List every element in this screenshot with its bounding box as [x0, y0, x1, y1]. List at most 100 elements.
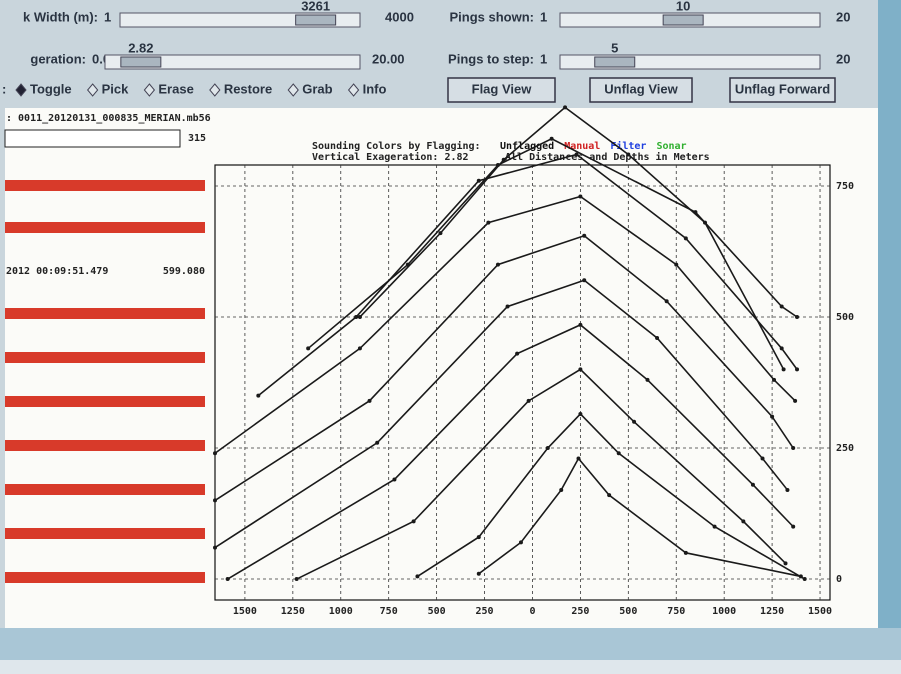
sounding	[213, 451, 217, 455]
sounding	[582, 234, 586, 238]
x-tick-label: 1500	[233, 606, 257, 617]
sounding	[772, 378, 776, 382]
taskbar	[0, 660, 901, 674]
sounding	[306, 346, 310, 350]
x-tick-label: 1250	[760, 606, 784, 617]
sounding	[496, 263, 500, 267]
sounding	[563, 105, 567, 109]
slider-value: 5	[611, 40, 618, 55]
sounding	[665, 299, 669, 303]
sounding	[477, 535, 481, 539]
x-tick-label: 250	[476, 606, 494, 617]
mode-prefix: :	[2, 81, 6, 96]
ping-row	[5, 484, 205, 495]
x-tick-label: 750	[380, 606, 398, 617]
sounding	[793, 399, 797, 403]
ping-row	[5, 572, 205, 583]
sounding	[213, 498, 217, 502]
sounding	[780, 346, 784, 350]
slider-value: 2.82	[128, 40, 153, 55]
sounding	[713, 525, 717, 529]
sounding	[617, 451, 621, 455]
mode-label[interactable]: Pick	[102, 81, 130, 96]
x-tick-label: 0	[529, 606, 535, 617]
sounding	[354, 315, 358, 319]
sounding	[674, 263, 678, 267]
file-name: : 0011_20120131_000835_MERIAN.mb56	[6, 113, 211, 124]
slider-value: 10	[676, 0, 690, 13]
x-tick-label: 500	[619, 606, 637, 617]
sounding	[632, 420, 636, 424]
slider-thumb[interactable]	[121, 57, 161, 67]
sounding	[784, 561, 788, 565]
slider-max: 20	[836, 9, 850, 24]
slider-min: 1	[540, 9, 547, 24]
sounding	[477, 179, 481, 183]
sounding	[576, 456, 580, 460]
sounding	[527, 399, 531, 403]
sounding	[502, 158, 506, 162]
ping-row	[5, 222, 205, 233]
slider-max: 20	[836, 51, 850, 66]
plot-note: All Distances and Depths in Meters	[505, 151, 710, 163]
button-label[interactable]: Unflag View	[604, 81, 678, 96]
sounding	[519, 540, 523, 544]
slider-thumb[interactable]	[296, 15, 336, 25]
ping-row	[5, 440, 205, 451]
x-tick-label: 1000	[329, 606, 353, 617]
sounding	[546, 446, 550, 450]
sounding	[751, 483, 755, 487]
sounding	[392, 477, 396, 481]
sounding	[791, 525, 795, 529]
sounding	[578, 412, 582, 416]
slider-max: 4000	[385, 9, 414, 24]
sounding	[782, 367, 786, 371]
sounding	[506, 305, 510, 309]
slider-min: 1	[540, 51, 547, 66]
mode-label[interactable]: Grab	[302, 81, 332, 96]
ping-row	[5, 528, 205, 539]
slider-label: Pings to step:	[448, 51, 534, 66]
sounding	[226, 577, 230, 581]
plot-subtitle: Vertical Exageration: 2.82	[312, 151, 469, 163]
slider-value: 3261	[301, 0, 330, 13]
sounding	[578, 194, 582, 198]
mode-label[interactable]: Restore	[224, 81, 272, 96]
ping-count-box	[5, 130, 180, 147]
sounding	[761, 456, 765, 460]
screen: k Width (m):132614000geration:0.012.8220…	[0, 0, 901, 674]
sounding	[256, 394, 260, 398]
sounding	[578, 323, 582, 327]
ping-row	[5, 308, 205, 319]
slider-max: 20.00	[372, 51, 405, 66]
sounding	[438, 231, 442, 235]
sounding	[770, 415, 774, 419]
sounding	[358, 346, 362, 350]
y-tick-label: 500	[836, 312, 854, 323]
slider-min: 1	[104, 9, 111, 24]
sounding	[780, 305, 784, 309]
x-tick-label: 1250	[281, 606, 305, 617]
mode-label[interactable]: Erase	[158, 81, 193, 96]
ping-row	[5, 352, 205, 363]
slider-thumb[interactable]	[595, 57, 635, 67]
slider-label: k Width (m):	[23, 9, 98, 24]
sounding	[803, 577, 807, 581]
mode-label[interactable]: Info	[363, 81, 387, 96]
y-tick-label: 0	[836, 574, 842, 585]
sounding	[703, 221, 707, 225]
sounding	[578, 367, 582, 371]
y-tick-label: 250	[836, 443, 854, 454]
slider-label: Pings shown:	[450, 9, 535, 24]
button-label[interactable]: Flag View	[472, 81, 533, 96]
slider-thumb[interactable]	[663, 15, 703, 25]
sounding	[550, 137, 554, 141]
sounding	[582, 278, 586, 282]
sounding	[645, 378, 649, 382]
button-label[interactable]: Unflag Forward	[735, 81, 830, 96]
mode-label[interactable]: Toggle	[30, 81, 72, 96]
sounding	[295, 577, 299, 581]
sounding	[684, 236, 688, 240]
ping-depth: 599.080	[163, 266, 205, 277]
x-tick-label: 250	[571, 606, 589, 617]
